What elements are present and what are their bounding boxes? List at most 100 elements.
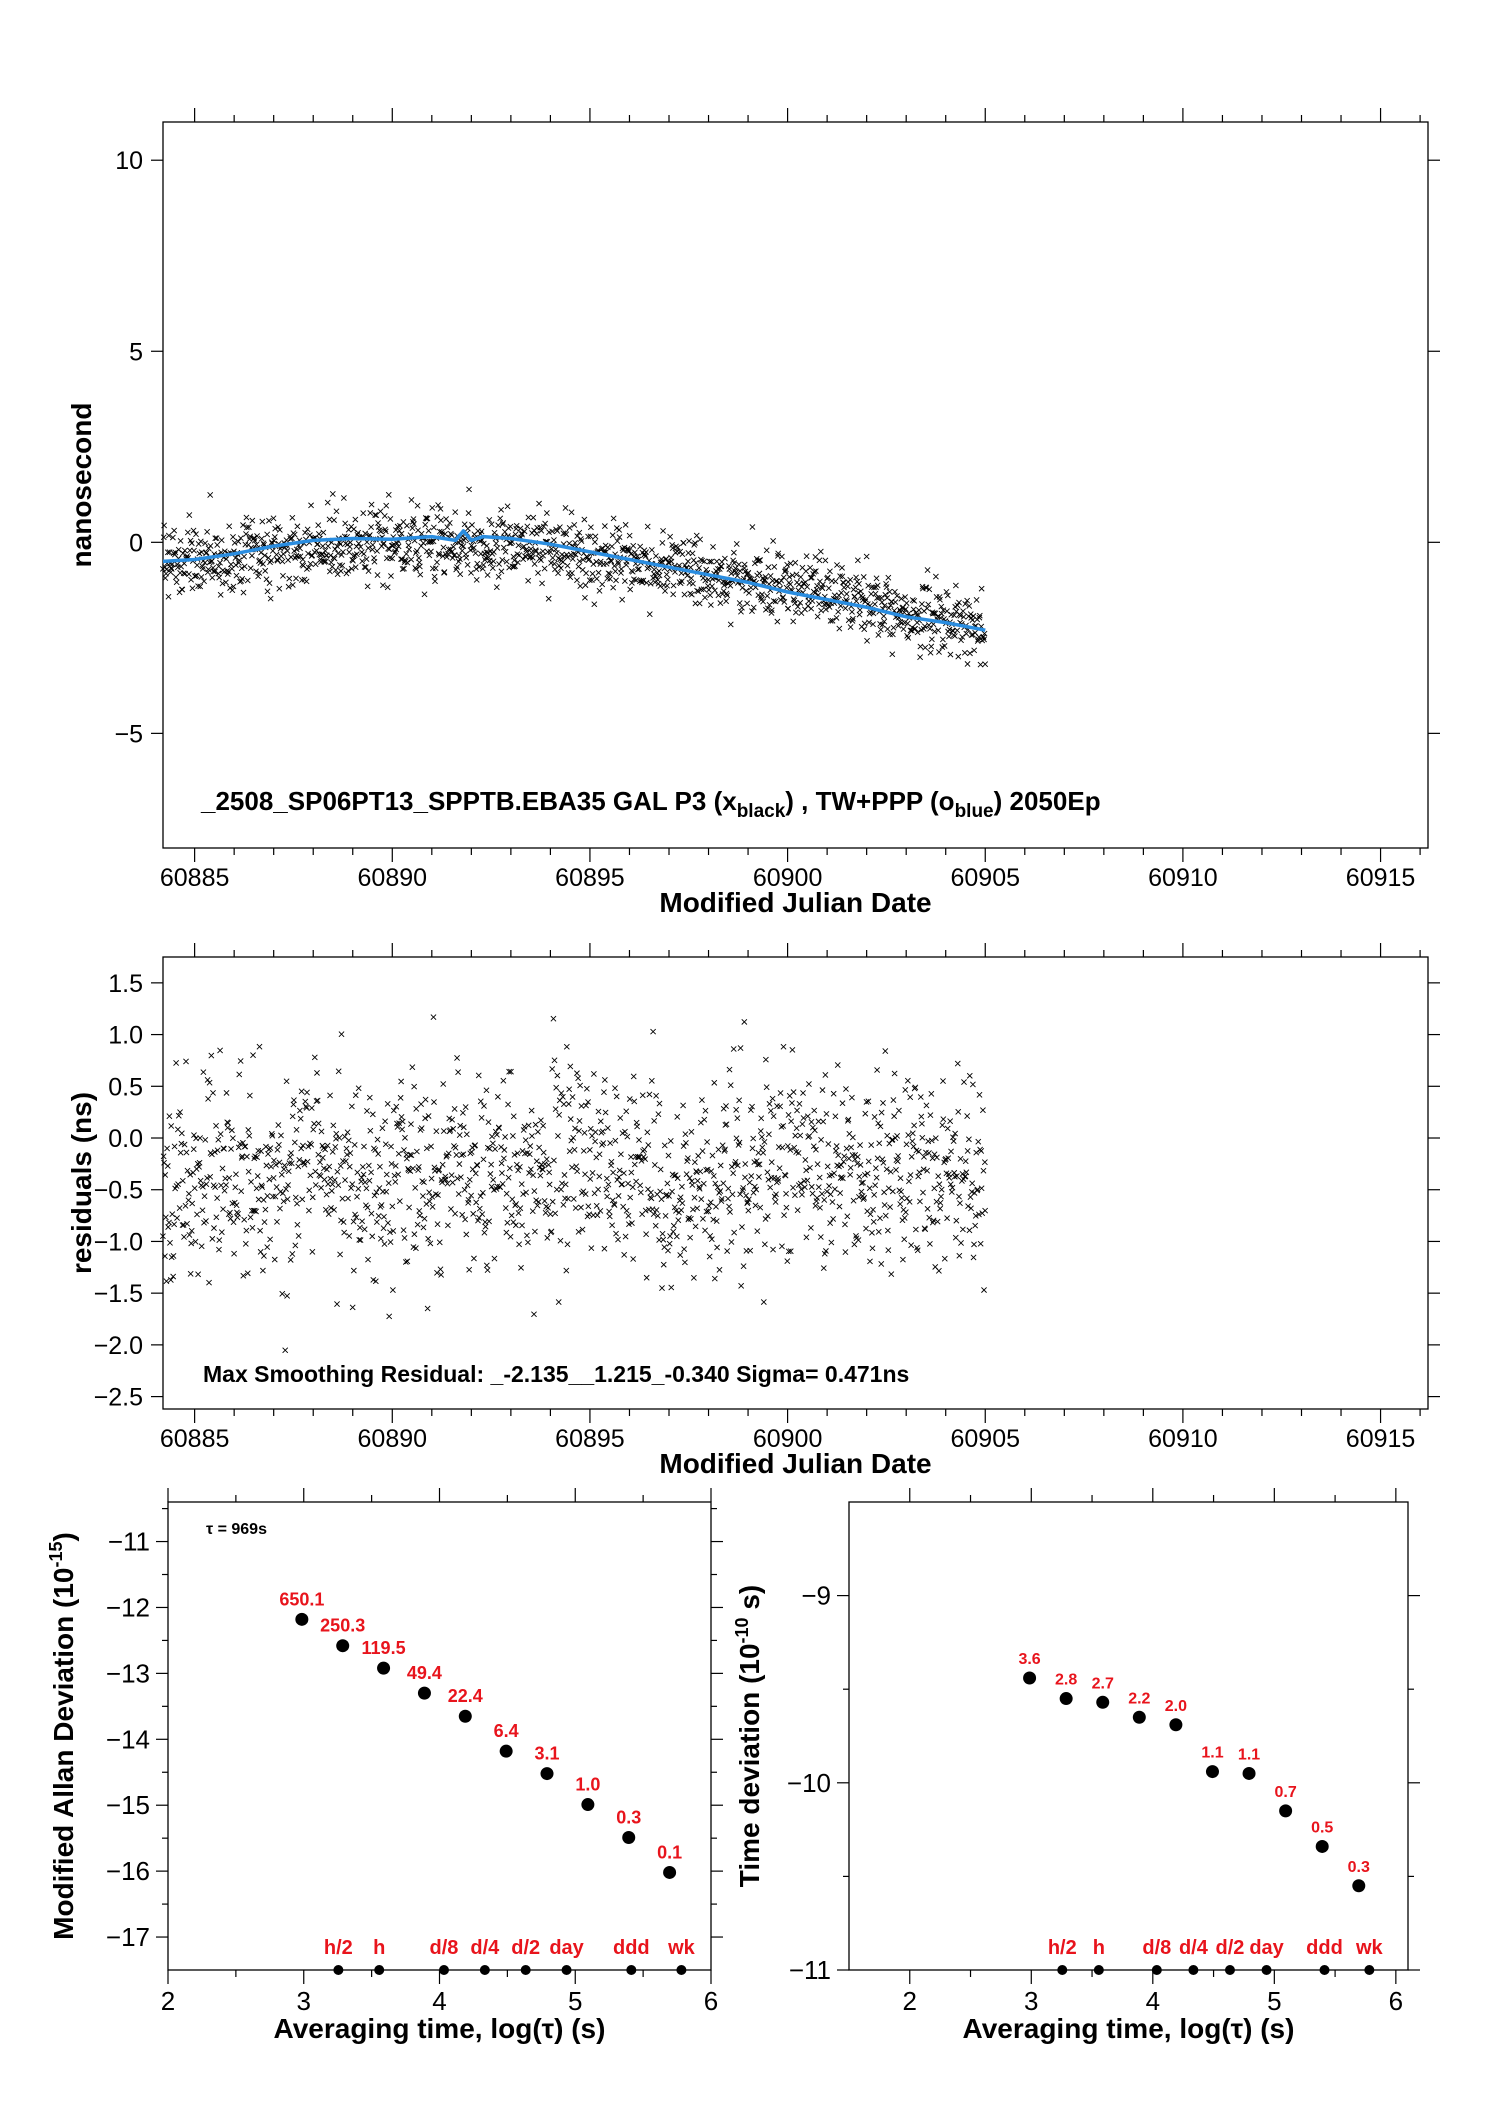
data-point [475, 1072, 482, 1079]
data-point [864, 1170, 871, 1177]
data-point [284, 1196, 291, 1203]
data-point [621, 1251, 628, 1258]
data-point [801, 1184, 808, 1191]
data-point [527, 1166, 534, 1173]
data-point [436, 1166, 442, 1173]
data-point [535, 569, 541, 576]
data-point [941, 1255, 948, 1262]
data-point [235, 1210, 241, 1217]
time-marker [1319, 1965, 1330, 1975]
data-point [581, 1129, 588, 1136]
data-point [786, 573, 793, 580]
data-point [940, 607, 947, 614]
data-point [966, 603, 973, 609]
data-point [183, 1058, 189, 1065]
data-point [827, 1191, 834, 1198]
data-point [663, 555, 670, 562]
y-axis-label-superscript: -10 [732, 1617, 752, 1643]
data-point [599, 1128, 606, 1135]
data-point [265, 1151, 271, 1157]
data-point [575, 1228, 582, 1235]
data-point [243, 514, 250, 521]
data-point [237, 535, 244, 542]
data-point [891, 588, 898, 595]
data-point [184, 1220, 190, 1227]
data-point [489, 565, 496, 571]
data-point [362, 564, 369, 571]
data-point [329, 491, 336, 497]
data-point [978, 1185, 985, 1192]
data-point [395, 1150, 402, 1157]
data-point [837, 573, 844, 580]
data-point [847, 1171, 854, 1178]
data-point [214, 542, 221, 548]
data-point [609, 1222, 616, 1229]
data-point [371, 1192, 378, 1199]
data-point [683, 1139, 689, 1146]
data-point [423, 515, 430, 522]
data-point [429, 1203, 436, 1210]
data-point [523, 548, 530, 555]
data-point [337, 541, 344, 548]
data-point [198, 549, 205, 556]
data-point [794, 603, 801, 610]
data-point [487, 560, 494, 567]
data-point [924, 567, 931, 574]
data-point [186, 512, 193, 518]
data-point [809, 598, 816, 604]
data-point [956, 1193, 962, 1200]
data-point [446, 1115, 453, 1122]
data-point [689, 1182, 696, 1188]
data-point [489, 1133, 495, 1140]
data-point [804, 1113, 811, 1120]
y-axis-label: Modified Allan Deviation (10-15) [46, 1532, 79, 1940]
data-point [576, 1128, 582, 1134]
data-point [644, 1129, 651, 1136]
data-point [438, 529, 445, 535]
data-point [415, 1164, 422, 1170]
data-point [570, 550, 577, 557]
data-point [975, 1138, 982, 1145]
data-point [199, 1207, 206, 1214]
data-point [688, 575, 695, 582]
data-point [870, 1206, 876, 1213]
point-label: 250.3 [320, 1616, 365, 1636]
data-point [261, 1219, 268, 1225]
data-point [246, 1092, 253, 1099]
data-point [228, 1127, 235, 1134]
data-point [562, 504, 569, 511]
data-point [308, 1141, 315, 1148]
data-point [559, 559, 566, 566]
data-point [161, 522, 168, 529]
data-point [628, 1154, 634, 1160]
data-point [279, 1190, 286, 1197]
data-point [885, 605, 892, 611]
data-point [758, 1115, 765, 1122]
data-point [945, 1155, 952, 1162]
data-point [874, 582, 881, 589]
data-point [826, 1183, 833, 1189]
time-marker-label: h/2 [324, 1937, 353, 1959]
data-point [582, 1191, 589, 1197]
data-point [656, 1100, 663, 1107]
data-point [432, 578, 438, 585]
data-point [977, 661, 984, 668]
data-point [863, 553, 870, 560]
data-point [490, 558, 497, 565]
data-point [677, 1194, 684, 1201]
data-point [396, 527, 403, 534]
data-point [792, 1192, 798, 1199]
data-point [959, 1226, 966, 1233]
data-point [396, 1120, 403, 1127]
data-point [436, 551, 443, 558]
data-point [213, 1122, 219, 1129]
data-point [486, 1145, 493, 1152]
data-point [785, 1112, 792, 1118]
data-point [653, 1207, 660, 1213]
data-point [1205, 1765, 1219, 1779]
data-point [973, 1149, 980, 1156]
data-point [180, 1222, 187, 1228]
time-marker [1151, 1965, 1162, 1975]
data-point [860, 574, 867, 580]
data-point [240, 522, 246, 529]
